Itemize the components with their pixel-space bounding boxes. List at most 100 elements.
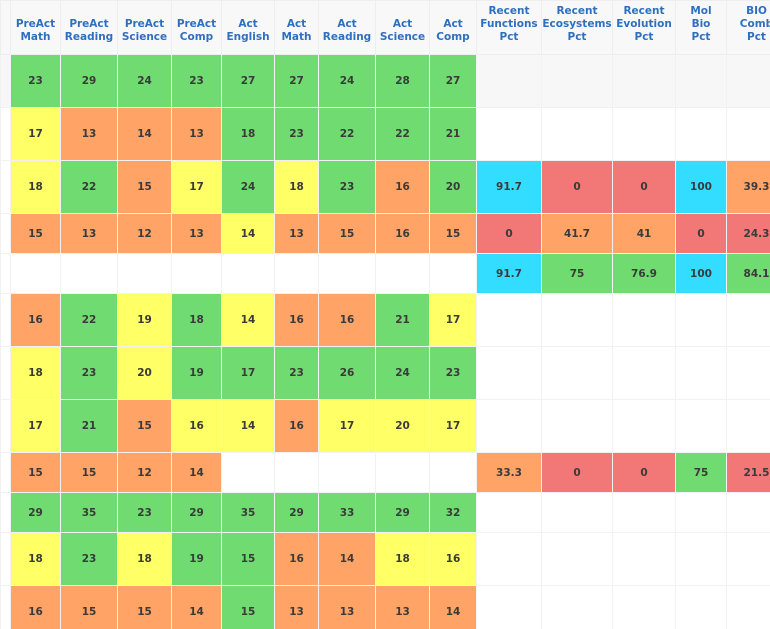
empty-cell[interactable] (375, 452, 430, 493)
score-cell[interactable]: 18 (117, 532, 172, 586)
score-cell[interactable]: 17 (171, 160, 222, 214)
score-cell[interactable]: 17 (318, 399, 376, 453)
score-cell[interactable]: 28 (375, 54, 430, 108)
score-cell[interactable]: 18 (10, 346, 61, 400)
empty-cell[interactable] (476, 492, 542, 533)
score-cell[interactable]: 20 (375, 399, 430, 453)
column-header[interactable]: RecentBIOCombPct (726, 0, 770, 55)
score-cell[interactable]: 41.7 (541, 213, 613, 254)
score-cell[interactable]: 17 (429, 293, 477, 347)
score-cell[interactable]: 91.7 (476, 160, 542, 214)
score-cell[interactable]: 16 (274, 293, 319, 347)
score-cell[interactable]: 23 (60, 346, 118, 400)
score-cell[interactable]: 18 (274, 160, 319, 214)
empty-cell[interactable] (476, 399, 542, 453)
score-cell[interactable]: 23 (171, 54, 222, 108)
score-cell[interactable]: 15 (117, 399, 172, 453)
score-cell[interactable]: 19 (171, 346, 222, 400)
score-cell[interactable]: 13 (375, 585, 430, 629)
score-cell[interactable]: 15 (117, 160, 172, 214)
column-header[interactable]: PreAct Reading (60, 0, 118, 55)
score-cell[interactable]: 39.3 (726, 160, 770, 214)
empty-cell[interactable] (541, 346, 613, 400)
empty-cell[interactable] (726, 54, 770, 108)
score-cell[interactable]: 13 (318, 585, 376, 629)
score-cell[interactable]: 13 (171, 107, 222, 161)
empty-cell[interactable] (476, 107, 542, 161)
score-cell[interactable]: 15 (221, 532, 275, 586)
empty-cell[interactable] (318, 452, 376, 493)
column-header[interactable]: Act Science (375, 0, 430, 55)
empty-cell[interactable] (726, 107, 770, 161)
score-cell[interactable]: 12 (117, 452, 172, 493)
empty-cell[interactable] (726, 532, 770, 586)
empty-cell[interactable] (675, 532, 727, 586)
score-cell[interactable]: 14 (318, 532, 376, 586)
score-cell[interactable]: 0 (541, 160, 613, 214)
empty-cell[interactable] (675, 346, 727, 400)
empty-cell[interactable] (274, 452, 319, 493)
score-cell[interactable]: 16 (171, 399, 222, 453)
score-cell[interactable]: 33 (318, 492, 376, 533)
empty-cell[interactable] (10, 253, 61, 294)
column-header[interactable]: RecentMolBioPct (675, 0, 727, 55)
score-cell[interactable]: 14 (171, 585, 222, 629)
score-cell[interactable]: 23 (429, 346, 477, 400)
score-cell[interactable]: 18 (171, 293, 222, 347)
score-cell[interactable]: 24 (375, 346, 430, 400)
empty-cell[interactable] (675, 492, 727, 533)
score-cell[interactable]: 23 (318, 160, 376, 214)
empty-cell[interactable] (429, 253, 477, 294)
score-cell[interactable]: 18 (10, 160, 61, 214)
score-cell[interactable]: 0 (612, 160, 676, 214)
empty-cell[interactable] (541, 107, 613, 161)
score-cell[interactable]: 33.3 (476, 452, 542, 493)
empty-cell[interactable] (726, 585, 770, 629)
score-cell[interactable]: 19 (171, 532, 222, 586)
empty-cell[interactable] (675, 293, 727, 347)
empty-cell[interactable] (476, 346, 542, 400)
empty-cell[interactable] (675, 107, 727, 161)
score-cell[interactable]: 13 (274, 213, 319, 254)
score-cell[interactable]: 29 (60, 54, 118, 108)
score-cell[interactable]: 17 (10, 107, 61, 161)
column-header[interactable]: MostRecentFunctionsPct (476, 0, 542, 55)
empty-cell[interactable] (541, 532, 613, 586)
score-cell[interactable]: 100 (675, 160, 727, 214)
score-cell[interactable]: 22 (60, 160, 118, 214)
score-cell[interactable]: 29 (171, 492, 222, 533)
empty-cell[interactable] (541, 399, 613, 453)
score-cell[interactable]: 35 (221, 492, 275, 533)
score-cell[interactable]: 0 (476, 213, 542, 254)
score-cell[interactable]: 27 (274, 54, 319, 108)
empty-cell[interactable] (726, 399, 770, 453)
empty-cell[interactable] (612, 492, 676, 533)
column-header[interactable]: Act Reading (318, 0, 376, 55)
score-cell[interactable]: 17 (10, 399, 61, 453)
empty-cell[interactable] (541, 54, 613, 108)
empty-cell[interactable] (375, 253, 430, 294)
empty-cell[interactable] (117, 253, 172, 294)
score-cell[interactable]: 0 (541, 452, 613, 493)
column-header[interactable]: PreAct Math (10, 0, 61, 55)
empty-cell[interactable] (675, 54, 727, 108)
score-cell[interactable]: 18 (375, 532, 430, 586)
empty-cell[interactable] (274, 253, 319, 294)
score-cell[interactable]: 16 (375, 213, 430, 254)
score-cell[interactable]: 100 (675, 253, 727, 294)
score-cell[interactable]: 23 (274, 107, 319, 161)
empty-cell[interactable] (429, 452, 477, 493)
score-cell[interactable]: 19 (117, 293, 172, 347)
empty-cell[interactable] (612, 54, 676, 108)
score-cell[interactable]: 21 (375, 293, 430, 347)
column-header[interactable]: PreAct Comp (171, 0, 222, 55)
empty-cell[interactable] (541, 492, 613, 533)
empty-cell[interactable] (612, 346, 676, 400)
empty-cell[interactable] (541, 585, 613, 629)
empty-cell[interactable] (726, 346, 770, 400)
score-cell[interactable]: 41 (612, 213, 676, 254)
empty-cell[interactable] (60, 253, 118, 294)
score-cell[interactable]: 84.1 (726, 253, 770, 294)
score-cell[interactable]: 14 (171, 452, 222, 493)
score-cell[interactable]: 23 (10, 54, 61, 108)
